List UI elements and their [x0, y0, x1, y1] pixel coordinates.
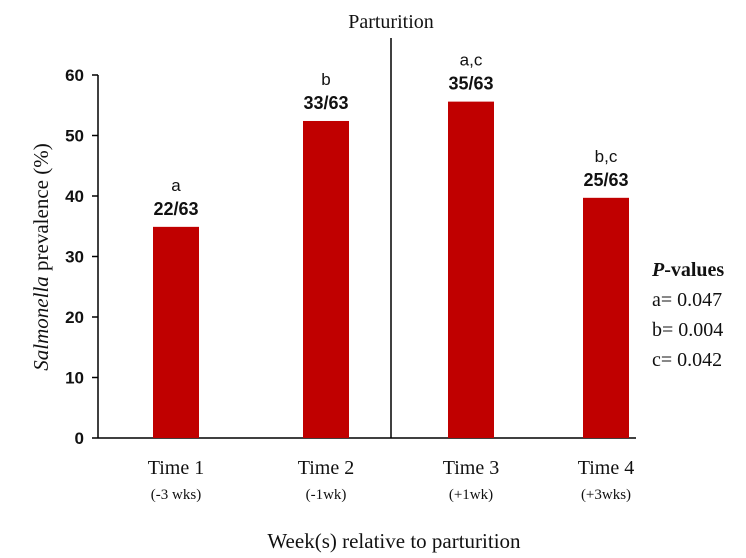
parturition-label: Parturition: [348, 11, 434, 33]
x-category-label: Time 1: [148, 457, 205, 479]
x-category-sublabel: (+3wks): [581, 487, 631, 503]
bar: [583, 197, 629, 438]
y-axis: 0 10 20 30 40 50 60: [65, 66, 99, 448]
x-category-label: Time 2: [298, 457, 355, 479]
p-values-title: P-values: [651, 259, 724, 281]
y-axis-title: Salmonella prevalence (%): [29, 143, 53, 370]
y-tick-label: 30: [65, 248, 84, 267]
y-tick-label: 50: [65, 127, 84, 146]
y-tick-label: 20: [65, 308, 84, 327]
bar-fraction-label: 33/63: [303, 93, 348, 113]
bars: [153, 101, 629, 439]
x-category-sublabel: (+1wk): [449, 487, 493, 503]
p-value-a: a= 0.047: [652, 289, 722, 311]
p-value-b: b= 0.004: [652, 319, 723, 341]
y-tick-label: 0: [75, 429, 84, 448]
p-values-legend: P-values a= 0.047 b= 0.004 c= 0.042: [651, 259, 724, 371]
bar: [153, 226, 199, 438]
x-axis-title: Week(s) relative to parturition: [267, 529, 521, 553]
bar: [303, 120, 349, 438]
y-tick-label: 60: [65, 66, 84, 85]
x-axis: Time 1 (-3 wks) Time 2 (-1wk) Time 3 (+1wk) Ti…: [98, 437, 636, 503]
x-category-sublabel: (-3 wks): [151, 487, 201, 503]
bar-labels: 22/63 a 33/63 b 35/63 a,c 25/63 b,c: [153, 51, 628, 219]
y-axis-title-rest: prevalence (%): [29, 143, 53, 276]
p-values-title-rest: -values: [664, 259, 724, 281]
bar-fraction-label: 35/63: [448, 74, 493, 94]
bar: [448, 101, 494, 439]
y-tick-label: 10: [65, 369, 84, 388]
p-values-title-italic: P: [651, 259, 665, 281]
x-category-sublabel: (-1wk): [306, 487, 347, 503]
p-value-c: c= 0.042: [652, 349, 722, 371]
bar-fraction-label: 22/63: [153, 199, 198, 219]
y-axis-title-italic: Salmonella: [29, 276, 53, 371]
bar-significance-letter: b: [321, 70, 330, 89]
bar-significance-letter: a: [171, 176, 181, 195]
bar-significance-letter: a,c: [460, 51, 483, 70]
y-tick-label: 40: [65, 187, 84, 206]
bar-fraction-label: 25/63: [583, 170, 628, 190]
x-category-label: Time 3: [443, 457, 500, 479]
bar-significance-letter: b,c: [595, 147, 618, 166]
x-category-label: Time 4: [578, 457, 635, 479]
